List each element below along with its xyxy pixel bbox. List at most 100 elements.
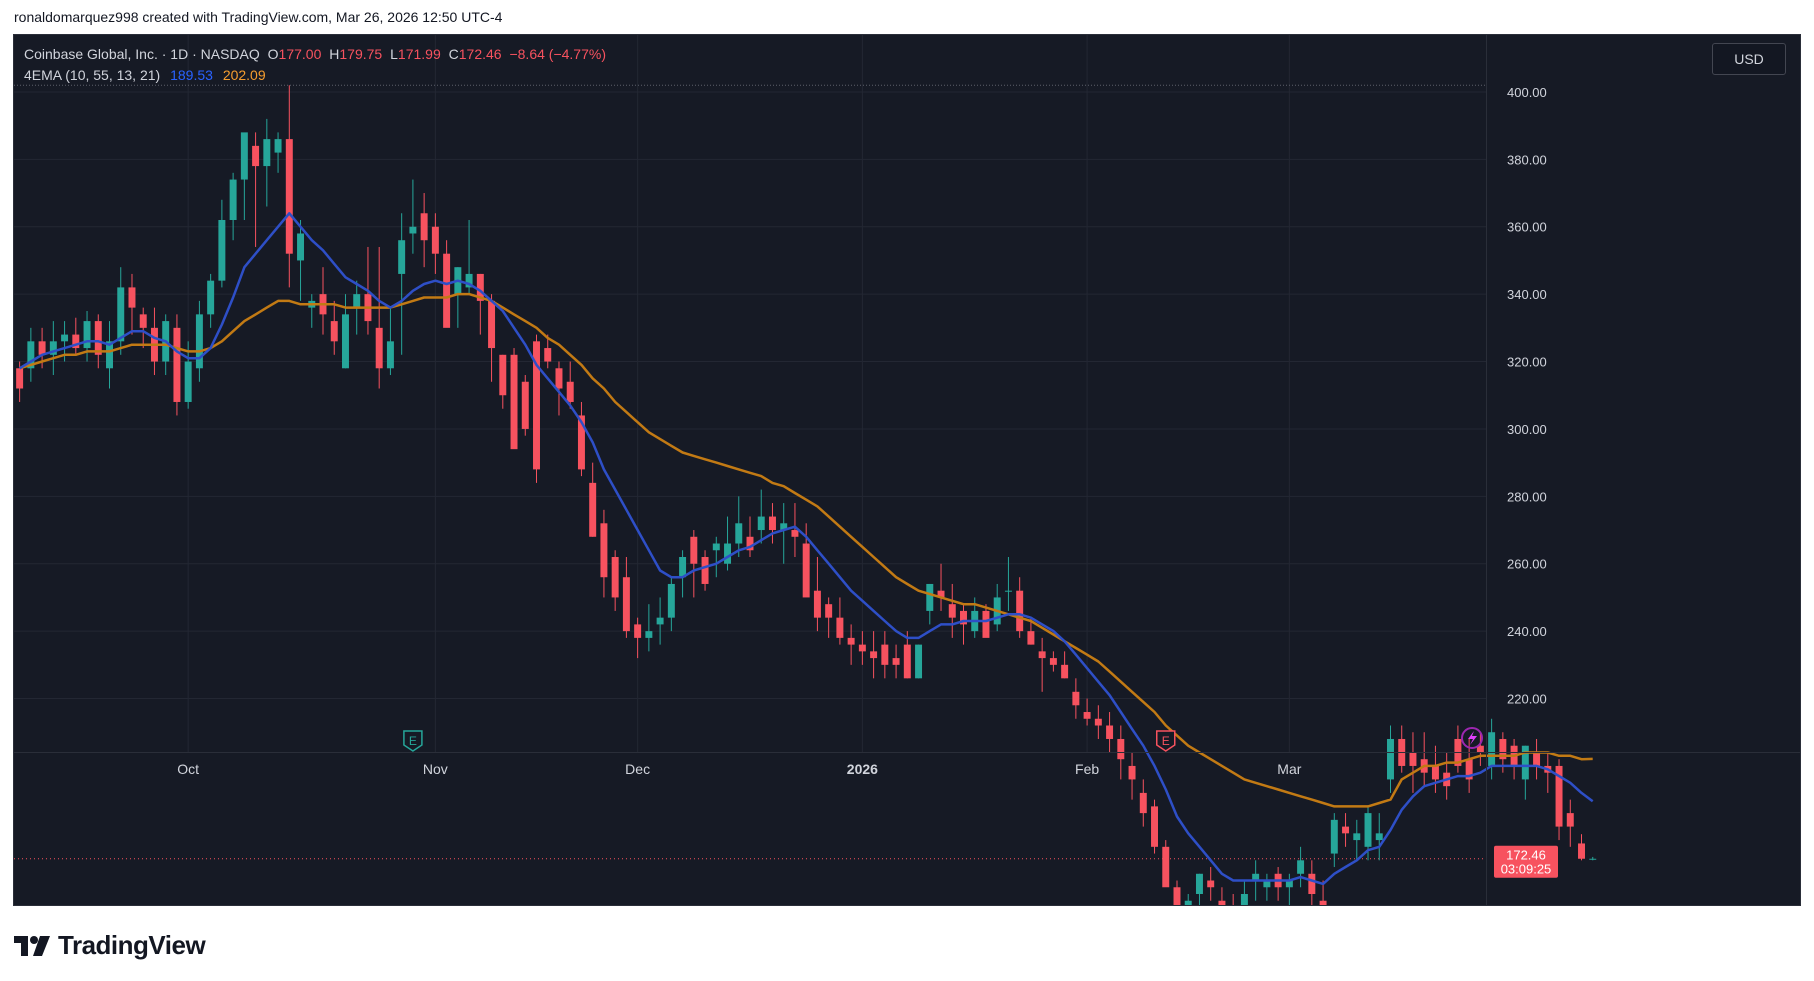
- y-tick-label: 300.00: [1507, 422, 1547, 437]
- chart-legend: Coinbase Global, Inc. · 1D · NASDAQ O177…: [24, 44, 606, 86]
- price-tag-box: [1494, 845, 1558, 878]
- candle-body: [802, 543, 810, 598]
- candle-body: [577, 415, 585, 470]
- candle-body: [510, 354, 518, 450]
- candle-body: [611, 557, 619, 598]
- candle-body: [207, 280, 215, 315]
- candle-body: [555, 368, 563, 389]
- candle-body: [1521, 745, 1529, 780]
- currency-button[interactable]: USD: [1712, 43, 1786, 75]
- y-tick-label: 240.00: [1507, 624, 1547, 639]
- candle-body: [1106, 725, 1114, 739]
- y-tick-label: 220.00: [1507, 692, 1547, 707]
- candle-body: [566, 381, 574, 402]
- ema-lines: [18, 212, 1594, 886]
- candle-body: [858, 644, 866, 652]
- candle-body: [1128, 765, 1136, 780]
- candle-body: [948, 604, 956, 618]
- candle-body: [825, 604, 833, 618]
- candle-body: [1139, 792, 1147, 814]
- x-tick-label: Feb: [1075, 761, 1099, 777]
- candle-body: [1162, 846, 1170, 888]
- candle-body: [982, 610, 990, 638]
- candle-body: [184, 361, 192, 402]
- candle-body: [937, 590, 945, 598]
- price-chart[interactable]: 220.00 240.00 260.00 280.00 300.00 320.00 340.…: [14, 35, 1800, 905]
- indicator-name[interactable]: 4EMA (10, 55, 13, 21): [24, 67, 161, 83]
- candle-body: [1004, 590, 1012, 592]
- close-label: C: [448, 46, 459, 62]
- candle-body: [1094, 718, 1102, 726]
- candle-body: [330, 321, 338, 342]
- candle-body: [1499, 738, 1507, 760]
- candle-body: [285, 139, 293, 254]
- y-tick-label: 260.00: [1507, 557, 1547, 572]
- candle-body: [49, 341, 57, 355]
- y-tick-label: 360.00: [1507, 220, 1547, 235]
- candle-body: [1027, 631, 1035, 645]
- candle-body: [398, 240, 406, 274]
- candle-body: [791, 530, 799, 537]
- candle-body: [1431, 765, 1439, 780]
- candle-body: [1465, 759, 1473, 780]
- axes: 220.00 240.00 260.00 280.00 300.00 320.00 340.…: [14, 35, 1800, 905]
- candle-body: [341, 314, 349, 369]
- candle-body: [1218, 900, 1226, 905]
- ema-slow-line: [19, 292, 1593, 808]
- candle-body: [1263, 880, 1271, 888]
- candle-body: [926, 583, 934, 611]
- earnings-marker-icon: [403, 730, 423, 752]
- ohlc-row: Coinbase Global, Inc. · 1D · NASDAQ O177…: [24, 44, 606, 65]
- candle-body: [1117, 738, 1125, 760]
- candle-body: [72, 334, 80, 349]
- candle-body: [409, 226, 417, 234]
- grid: [14, 35, 1486, 752]
- open-value: 177.00: [278, 46, 322, 62]
- candle-body: [1240, 894, 1248, 905]
- candle-body: [1409, 752, 1417, 766]
- lightning-icon: [1468, 731, 1477, 745]
- candle-body: [16, 368, 24, 389]
- ema-fast-value: 189.53: [170, 67, 213, 83]
- low-value: 171.99: [397, 46, 441, 62]
- y-tick-label: 320.00: [1507, 355, 1547, 370]
- candle-body: [1364, 813, 1372, 847]
- candle-body: [1476, 745, 1484, 753]
- candle-body: [1319, 900, 1327, 905]
- x-tick-label: Nov: [423, 761, 448, 777]
- ema-fast-line: [18, 212, 1594, 886]
- candle-body: [1252, 873, 1260, 881]
- candle-body: [499, 354, 507, 396]
- candle-body: [1173, 887, 1181, 905]
- candle-body: [701, 557, 709, 584]
- candle-body: [1297, 860, 1305, 874]
- candle-body: [521, 381, 529, 429]
- candle-body: [903, 644, 911, 679]
- candle-body: [735, 523, 743, 544]
- candle-body: [634, 624, 642, 638]
- candle-body: [61, 334, 69, 342]
- earnings-marker-label: E: [1162, 734, 1170, 748]
- candle-body: [1555, 765, 1563, 827]
- candle-body: [690, 536, 698, 564]
- tradingview-logo[interactable]: TradingView: [14, 930, 206, 961]
- candle-body: [1072, 691, 1080, 706]
- candle-body: [870, 651, 878, 659]
- indicator-row[interactable]: 4EMA (10, 55, 13, 21) 189.53 202.09: [24, 65, 606, 86]
- candle-body: [139, 314, 147, 328]
- candle-body: [443, 253, 451, 328]
- candle-body: [1083, 712, 1091, 719]
- earnings-marker-label: E: [409, 734, 417, 748]
- candle-body: [712, 543, 720, 551]
- lightning-icon: [1461, 727, 1483, 749]
- candle-body: [297, 233, 305, 261]
- chart-credit: ronaldomarquez998 created with TradingVi…: [14, 9, 503, 25]
- tradingview-logo-icon: [14, 935, 50, 956]
- candle-body: [622, 577, 630, 632]
- close-value: 172.46: [458, 46, 502, 62]
- dotted-reference-lines: [14, 84, 1486, 860]
- chart-panel[interactable]: 220.00 240.00 260.00 280.00 300.00 320.00 340.…: [13, 34, 1801, 906]
- candle-body: [106, 341, 113, 369]
